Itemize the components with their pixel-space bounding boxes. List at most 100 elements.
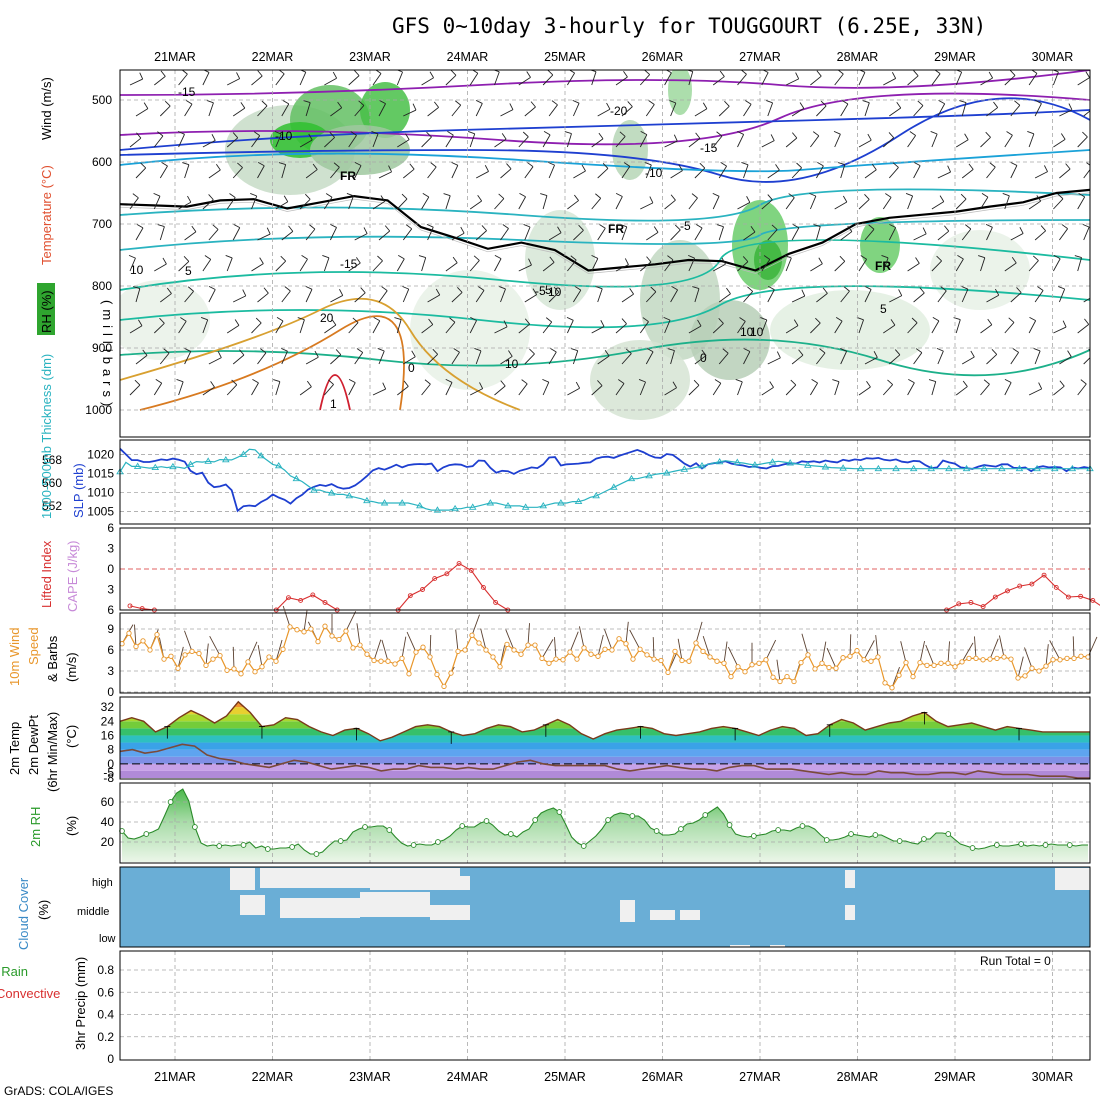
wind-barb [567,387,580,396]
surface-barb [505,629,515,651]
thickness-marker [433,506,442,513]
li-point [310,592,316,598]
wind-barb [451,165,459,179]
wind-barb-flag [835,317,843,322]
wind-point [728,673,734,680]
temp-band [120,770,1090,778]
wind-barb-flag [716,224,724,228]
wind-barb-flag [1043,165,1048,172]
wind-barb [275,133,282,148]
date-label-bottom: 27MAR [739,1070,781,1084]
wind-barb [810,75,822,86]
wind10m-label: 10m Wind [7,627,22,686]
wind-barb [469,73,479,86]
thickness-marker [204,457,212,464]
contour-label: 20 [320,311,334,325]
wind-barb-flag [128,254,136,259]
wind-barb-flag [532,288,538,295]
cloud-cell [770,945,785,947]
wind-barb-flag [624,258,629,265]
thickness-marker [574,497,583,505]
thickness-marker [945,464,953,472]
wind-point [854,648,860,654]
wind-barb [257,105,268,117]
wind-barb [986,294,999,303]
wind-barb [329,227,337,241]
wind-barb-flag [799,102,805,109]
wind-barb [718,105,730,117]
wind-point [826,664,832,671]
surface-barb [554,637,557,660]
rh-legend-swatch [37,283,55,335]
wind-barb [955,386,968,396]
wind-point [392,661,398,667]
cloud-high-label: high [92,877,113,889]
top-date-axis: 21MAR 22MAR 23MAR 24MAR 25MAR 26MAR 27MAR 28MAR… [154,50,1073,64]
cloud-middle-label: middle [77,906,109,918]
wind-point [210,656,216,662]
thickness-marker [998,464,1006,472]
thickness-marker [821,463,830,470]
wind-barb [184,231,197,241]
thickness-marker [557,499,565,506]
wind-barb-flag [599,224,606,229]
wind-barb-flag [663,316,671,321]
surface-barb [1045,644,1049,667]
date-label-top: 21MAR [154,50,196,64]
wind-point [231,666,237,672]
wind-barb-flag [867,133,872,141]
wind-barb-flag [564,131,572,135]
precip-tick-label: 0.4 [97,1008,114,1022]
wind-barb-flag [481,225,487,231]
wind-barb [299,386,312,396]
thickness-marker [1033,464,1041,472]
wind-barb-flag [239,349,245,356]
wind-barb [743,291,754,303]
wind-barb-flag [817,161,824,167]
wind-barb [135,167,147,179]
wind-barb [670,289,678,303]
wind-barb [500,168,512,179]
wind-barb-flag [722,348,729,354]
surface-barb [947,641,950,664]
wind-barb-flag [540,193,548,196]
wind-barb-flag [887,379,893,385]
wind-barb [226,137,239,148]
wind-barb [931,320,940,334]
rh-point [1018,841,1025,847]
wind-barb-flag [776,351,781,359]
rh-point [1066,842,1073,848]
wind-barb [961,102,967,117]
wind-barb [159,352,170,365]
wind-barb-flag [739,317,746,322]
wind-barb-flag [377,255,383,262]
wind-point [315,638,321,645]
wind-barb-flag [211,134,216,141]
wind-barb [882,137,895,148]
wind-barb-flag [620,224,627,228]
wind-barb [445,262,458,272]
wind-barb-flag [1053,254,1061,260]
wind-barb [761,199,773,210]
temperature-contour [139,315,405,411]
wind-barb-flag [339,289,344,296]
wind-barb-flag [1027,131,1035,135]
wind-barb [135,227,144,241]
wind-barb [986,354,998,365]
wind-barb [931,381,937,396]
wind-barb [1010,292,1022,303]
wind-barb [834,320,843,334]
wind-barb-flag [930,130,938,135]
wind-point [147,647,153,653]
wind-point [525,642,531,648]
wind-barb-flag [297,317,305,321]
li-point [444,571,450,577]
wind-barb-flag [1008,317,1015,323]
surface-barb [863,640,875,661]
thickness-marker [874,464,883,472]
thickness-marker [451,504,459,512]
wind-barb-flag [283,195,289,203]
wind-barb-flag [885,193,892,198]
wind-barb [1028,73,1038,86]
wind-barb-flag [724,100,730,107]
